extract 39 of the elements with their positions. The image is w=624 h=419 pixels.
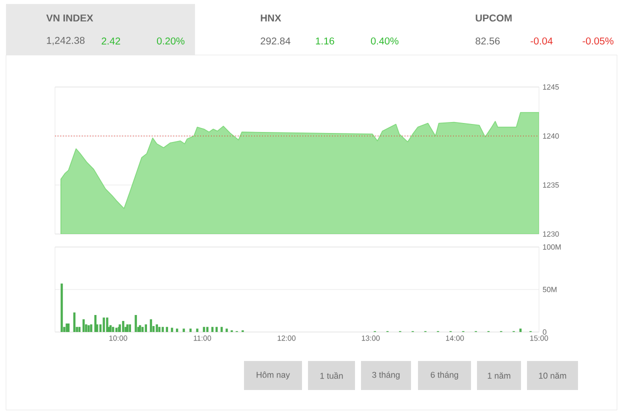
text: 10 năm — [539, 372, 566, 379]
bar — [88, 325, 90, 332]
bar — [189, 328, 192, 332]
text: 1,242.38 — [46, 36, 85, 46]
text: 0.20% — [156, 37, 184, 45]
bar — [220, 326, 223, 332]
text: 1.16 — [316, 37, 334, 45]
bar — [156, 324, 158, 332]
text: 1 năm — [488, 372, 510, 379]
text: 82.56 — [476, 37, 500, 45]
bar — [226, 328, 228, 332]
text: 0.40% — [370, 37, 398, 45]
bar — [196, 328, 198, 332]
bar — [106, 318, 108, 332]
bar — [122, 320, 124, 332]
bar — [90, 324, 92, 332]
text: -0.05% — [582, 37, 614, 45]
bar — [67, 324, 70, 332]
text: 1 tuần — [320, 372, 343, 379]
text: VN INDEX — [46, 14, 94, 22]
text: 2.42 — [102, 38, 120, 44]
bar — [60, 284, 63, 332]
text: -0.04 — [530, 37, 553, 45]
bar — [128, 324, 132, 332]
bar — [73, 312, 76, 332]
text: 6 tháng — [430, 372, 458, 380]
bar — [182, 328, 185, 332]
text: Hôm nay — [256, 372, 290, 380]
bar — [519, 328, 522, 332]
bar — [144, 324, 148, 332]
bar — [102, 318, 105, 332]
text: 3 tháng — [372, 372, 400, 380]
text: UPCOM — [476, 14, 512, 22]
bar — [66, 324, 68, 332]
bar — [176, 328, 178, 332]
text: HNX — [260, 14, 282, 22]
bar — [162, 326, 164, 332]
bar — [134, 315, 137, 332]
text: 292.84 — [260, 37, 290, 45]
